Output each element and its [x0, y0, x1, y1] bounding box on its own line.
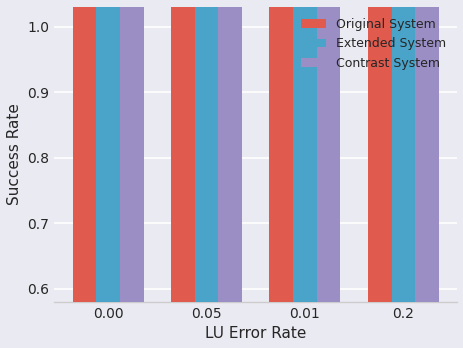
Legend: Original System, Extended System, Contrast System: Original System, Extended System, Contra… — [295, 13, 450, 75]
Bar — [367, 0, 391, 302]
Bar — [414, 0, 438, 302]
Bar — [96, 0, 119, 302]
Bar — [119, 0, 143, 302]
Bar — [269, 0, 293, 302]
Bar — [316, 0, 339, 302]
X-axis label: LU Error Rate: LU Error Rate — [205, 326, 306, 341]
Y-axis label: Success Rate: Success Rate — [7, 103, 22, 205]
Bar — [218, 0, 241, 302]
Bar — [73, 0, 96, 302]
Bar — [171, 0, 194, 302]
Bar — [391, 0, 414, 302]
Bar — [293, 0, 316, 302]
Bar — [194, 0, 218, 302]
